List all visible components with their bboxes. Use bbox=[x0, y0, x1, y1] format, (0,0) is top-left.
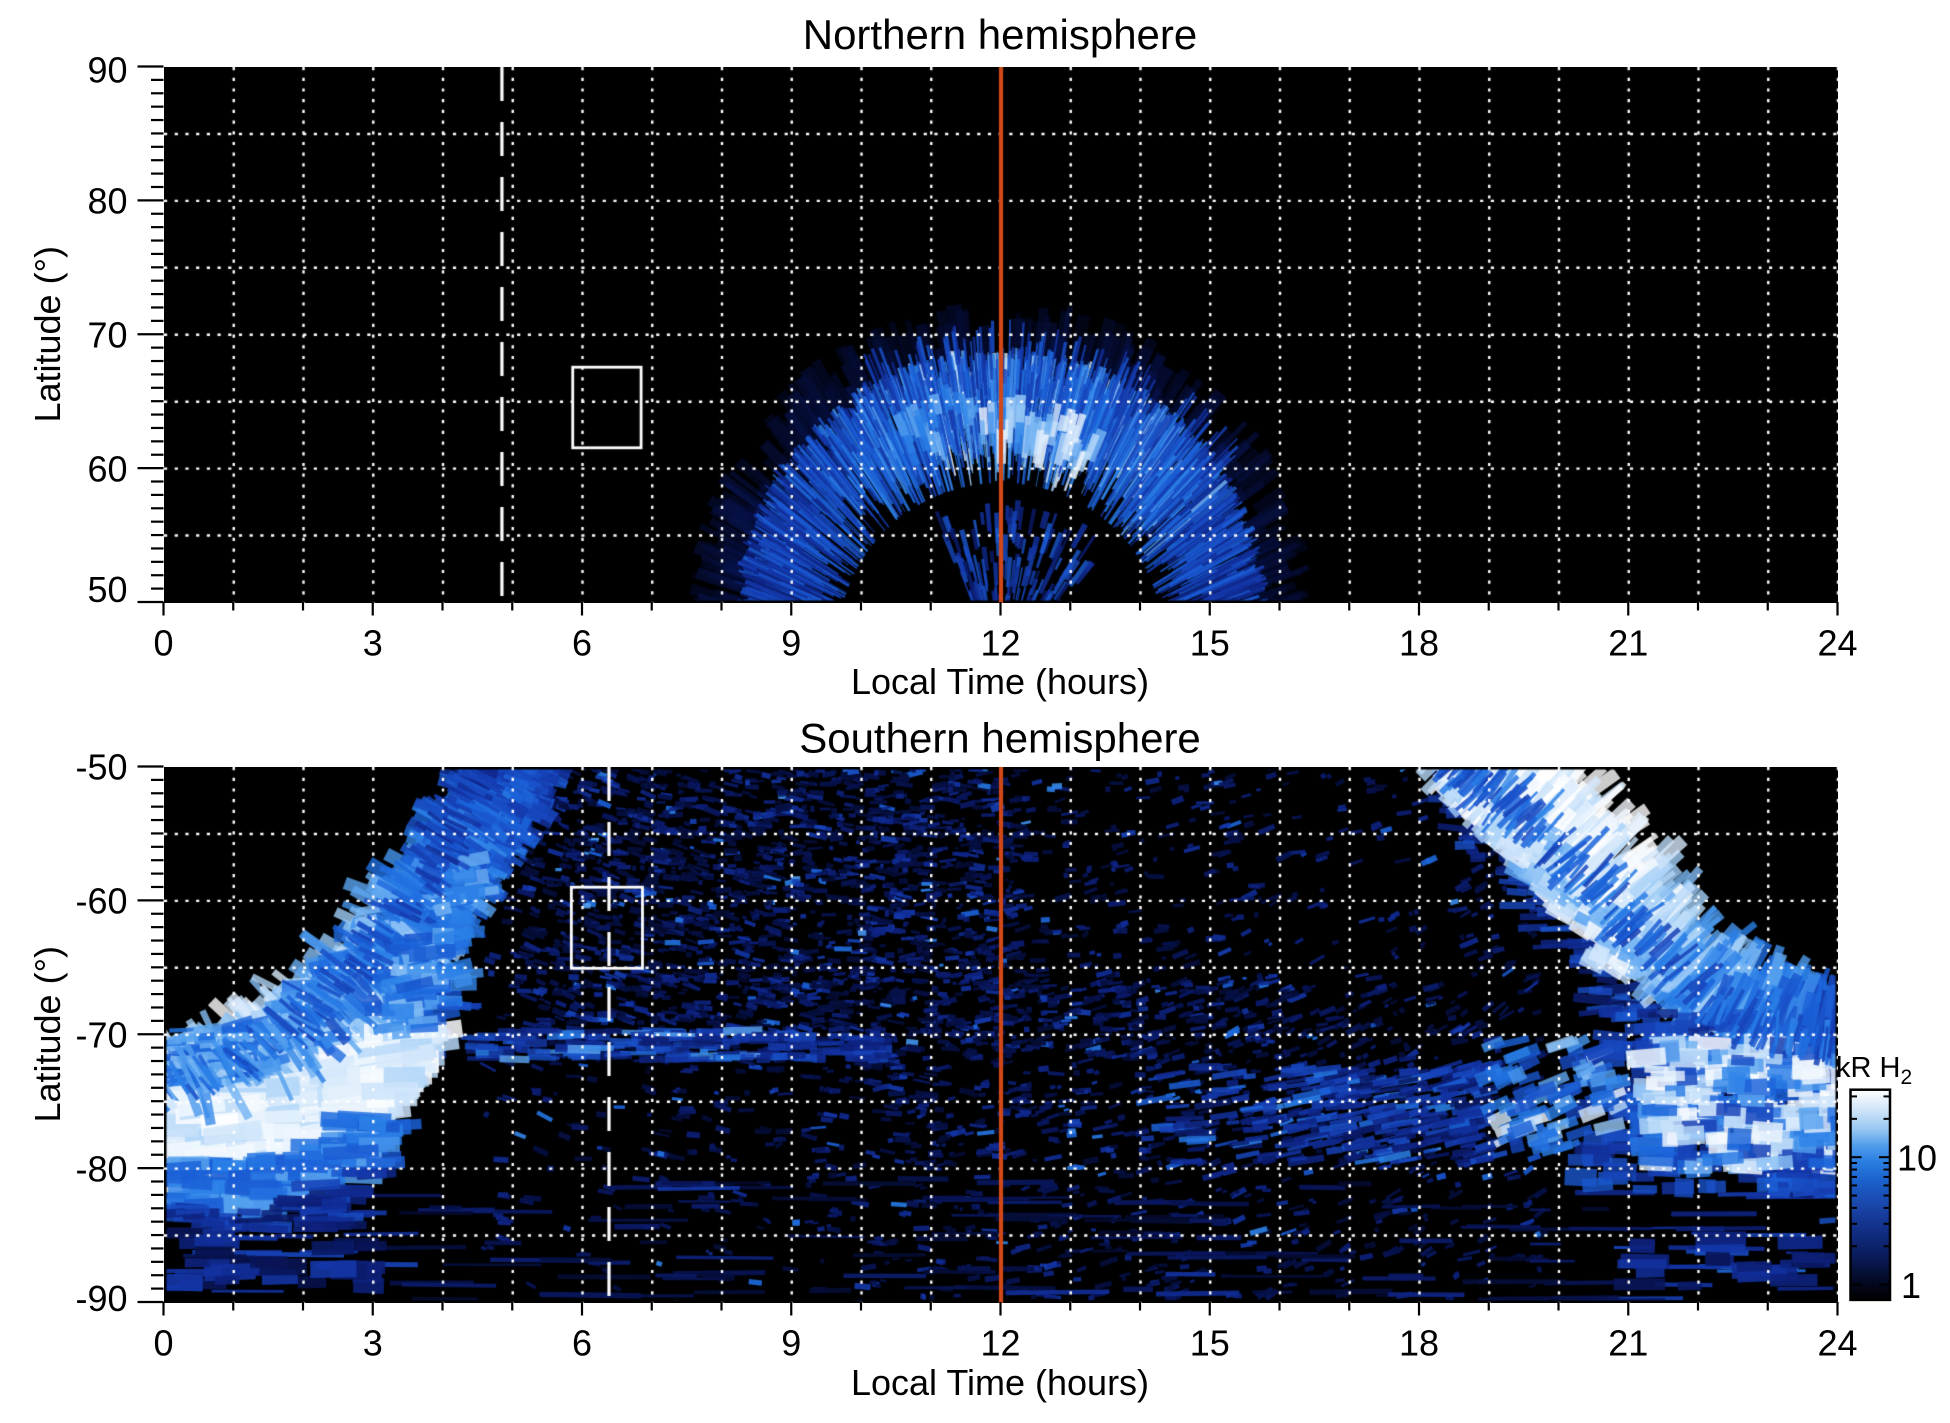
svg-text:50: 50 bbox=[87, 569, 127, 610]
svg-text:21: 21 bbox=[1608, 1322, 1648, 1363]
svg-text:12: 12 bbox=[980, 622, 1020, 663]
svg-text:21: 21 bbox=[1608, 622, 1648, 663]
svg-text:3: 3 bbox=[363, 1322, 383, 1363]
svg-text:-90: -90 bbox=[75, 1278, 127, 1319]
svg-text:0: 0 bbox=[153, 1322, 173, 1363]
svg-text:Latitude (°): Latitude (°) bbox=[27, 946, 68, 1122]
svg-text:18: 18 bbox=[1399, 1322, 1439, 1363]
svg-text:Southern hemisphere: Southern hemisphere bbox=[799, 715, 1201, 762]
svg-text:24: 24 bbox=[1817, 622, 1857, 663]
svg-text:kR H2: kR H2 bbox=[1836, 1052, 1912, 1089]
svg-text:10: 10 bbox=[1897, 1137, 1937, 1178]
svg-text:18: 18 bbox=[1399, 622, 1439, 663]
svg-text:Local Time (hours): Local Time (hours) bbox=[851, 661, 1149, 702]
svg-text:60: 60 bbox=[87, 448, 127, 489]
svg-text:15: 15 bbox=[1190, 1322, 1230, 1363]
svg-text:-50: -50 bbox=[75, 747, 127, 788]
svg-text:24: 24 bbox=[1817, 1322, 1857, 1363]
svg-text:Northern hemisphere: Northern hemisphere bbox=[803, 11, 1198, 58]
svg-text:0: 0 bbox=[153, 622, 173, 663]
svg-text:80: 80 bbox=[87, 181, 127, 222]
svg-text:6: 6 bbox=[572, 622, 592, 663]
svg-text:3: 3 bbox=[363, 622, 383, 663]
svg-text:-60: -60 bbox=[75, 881, 127, 922]
svg-text:Latitude (°): Latitude (°) bbox=[27, 246, 68, 422]
svg-text:9: 9 bbox=[781, 622, 801, 663]
svg-text:-70: -70 bbox=[75, 1014, 127, 1055]
svg-text:15: 15 bbox=[1190, 622, 1230, 663]
svg-text:70: 70 bbox=[87, 314, 127, 355]
svg-text:-80: -80 bbox=[75, 1148, 127, 1189]
svg-text:12: 12 bbox=[980, 1322, 1020, 1363]
svg-text:Local Time (hours): Local Time (hours) bbox=[851, 1362, 1149, 1403]
svg-text:90: 90 bbox=[87, 50, 127, 91]
svg-text:6: 6 bbox=[572, 1322, 592, 1363]
svg-text:1: 1 bbox=[1901, 1265, 1921, 1306]
svg-text:9: 9 bbox=[781, 1322, 801, 1363]
